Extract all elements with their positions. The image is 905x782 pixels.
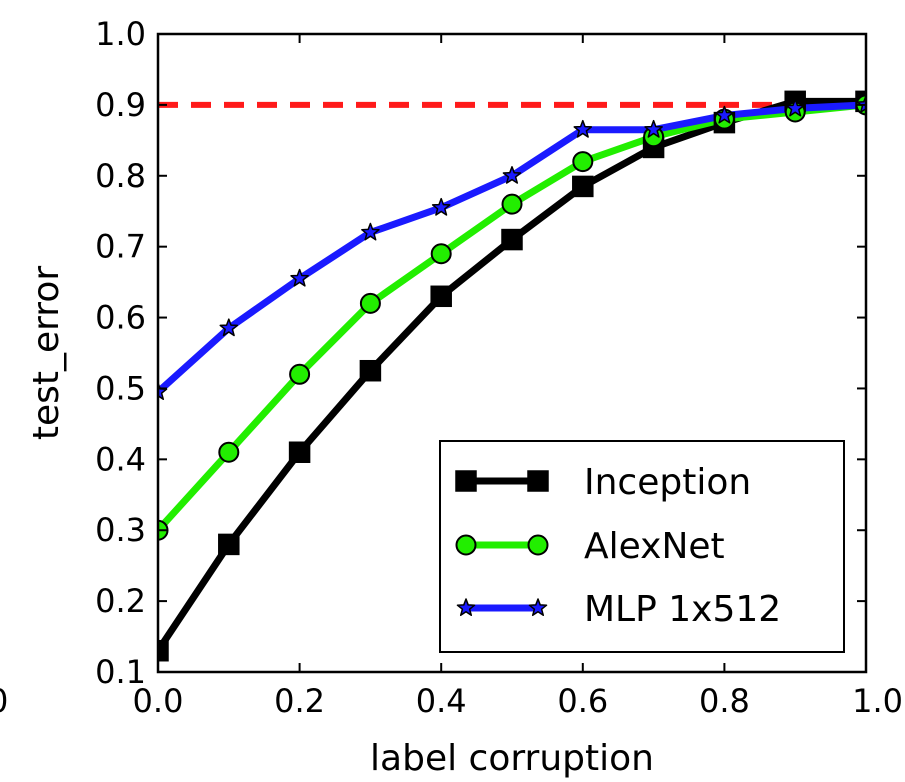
plot-area: [158, 90, 866, 662]
x-tick-label: 0.6: [557, 682, 608, 720]
y-tick-label: 0.6: [95, 299, 146, 337]
data-point-alexnet: [572, 151, 594, 173]
y-tick-label: 0.4: [95, 440, 146, 478]
x-tick-label: 0.4: [416, 682, 467, 720]
data-point-mlp-1x512: [502, 166, 522, 184]
y-tick-label: 0.8: [95, 157, 146, 195]
data-point-mlp-1x512: [715, 105, 734, 124]
y-tick-label: 0.2: [95, 582, 146, 620]
x-axis-label: label corruption: [370, 738, 654, 779]
data-point-mlp-1x512: [431, 197, 451, 216]
data-point-inception: [430, 285, 452, 308]
legend: Inception AlexNet MLP 1x512: [439, 440, 845, 653]
y-tick-label: 0.1: [95, 653, 146, 691]
y-tick-label: 0.3: [95, 511, 146, 549]
y-axis-label: test_error: [26, 266, 67, 440]
legend-label-alexnet: AlexNet: [584, 526, 725, 567]
data-point-mlp-1x512: [290, 268, 309, 287]
legend-marker-mlp-1x512: [528, 598, 548, 617]
data-point-inception: [359, 359, 382, 382]
y-tick-label: 0.7: [95, 228, 146, 266]
data-point-alexnet: [218, 441, 240, 463]
x-tick-label: 1.0: [852, 682, 903, 720]
y-tick-label: 0.5: [95, 369, 146, 407]
data-point-alexnet: [289, 363, 311, 385]
series-group: [158, 90, 866, 662]
data-point-inception: [501, 228, 523, 251]
legend-label-mlp-1x512: MLP 1x512: [584, 589, 781, 630]
plot-frame: [156, 32, 868, 674]
data-point-alexnet: [359, 292, 381, 314]
legend-marker-alexnet: [455, 534, 477, 556]
legend-marker-inception: [527, 470, 549, 492]
x-tick-label: 0.2: [274, 682, 325, 720]
legend-item-alexnet: AlexNet: [455, 526, 725, 567]
data-point-inception: [218, 533, 240, 556]
x-tick-label: 0.0: [133, 682, 184, 720]
legend-item-mlp-1x512: MLP 1x512: [456, 589, 781, 630]
data-point-inception: [158, 639, 169, 662]
legend-item-inception: Inception: [455, 462, 751, 503]
legend-marker-inception: [455, 470, 477, 492]
data-point-mlp-1x512: [573, 119, 593, 138]
data-point-alexnet: [430, 243, 452, 265]
x-tick-label: 0.8: [699, 682, 750, 720]
y-tick-label: 1.0: [95, 15, 146, 53]
legend-label-inception: Inception: [584, 462, 751, 503]
data-point-inception: [288, 441, 311, 463]
data-point-mlp-1x512: [644, 119, 663, 138]
legend-marker-alexnet: [527, 534, 549, 556]
legend-marker-mlp-1x512: [456, 598, 476, 617]
axis-ticks: 0.0 0.2 0.4 0.6 0.8 1.0 0.1 0.2 0.3 0.4 0.5 0.6 0.7 0…: [95, 15, 903, 720]
data-point-mlp-1x512: [785, 98, 805, 117]
data-point-mlp-1x512: [361, 222, 380, 241]
x-tick-label-clipped: 0: [0, 682, 8, 720]
data-point-inception: [572, 175, 594, 198]
y-tick-label: 0.9: [95, 86, 146, 124]
data-point-alexnet: [501, 193, 523, 215]
data-point-mlp-1x512: [219, 318, 239, 337]
